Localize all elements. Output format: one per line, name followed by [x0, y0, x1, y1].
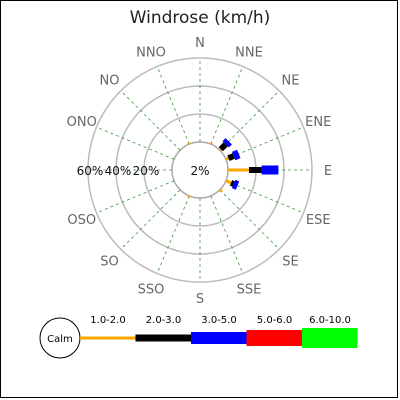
legend-label-3: 3.0-5.0 [201, 315, 236, 326]
petal-NNO-bin-1 [187, 142, 191, 145]
petal-NE-bin-2 [218, 142, 228, 152]
chart-title: Windrose (km/h) [130, 8, 271, 28]
direction-label-SSE: SSE [237, 282, 262, 297]
petal-ESE-bin-3 [231, 179, 240, 190]
legend-swatch-3 [191, 332, 247, 344]
petal-ESE-bin-2 [229, 180, 235, 187]
spoke-NE [219, 90, 280, 151]
direction-label-SE: SE [282, 255, 298, 270]
spoke-ONO [96, 126, 175, 160]
direction-label-NO: NO [100, 73, 120, 88]
direction-label-NNE: NNE [235, 46, 263, 61]
legend-calm-label: Calm [47, 334, 73, 345]
ring-label-3: 60% [77, 164, 104, 178]
ring-3 [87, 57, 313, 283]
petal-ENE-bin-2 [227, 153, 235, 161]
spoke-OSO [96, 180, 175, 214]
legend-swatch-5 [302, 328, 358, 348]
spoke-SSE [210, 195, 244, 274]
petal-E-bin-2 [249, 167, 262, 173]
legend-label-1: 1.0-2.0 [90, 315, 125, 326]
spoke-ESE [225, 180, 304, 214]
direction-label-ONO: ONO [67, 115, 97, 130]
direction-label-NNO: NNO [136, 46, 166, 61]
petal-SE-bin-1 [218, 188, 223, 193]
direction-label-OSO: OSO [67, 213, 96, 228]
legend-swatch-2 [135, 334, 191, 342]
spoke-SE [219, 189, 280, 250]
spoke-SO [120, 189, 181, 250]
calm-percent-label: 2% [190, 164, 209, 178]
spoke-NNE [210, 66, 244, 145]
petal-NE-bin-1 [218, 148, 222, 152]
legend-swatch-1 [80, 336, 136, 340]
petal-E-bin-3 [261, 165, 279, 175]
petal-E-bin-1 [228, 168, 249, 172]
spoke-SSO [156, 195, 190, 274]
spoke-ENE [225, 126, 304, 160]
ring-label-1: 20% [133, 164, 160, 178]
direction-label-NE: NE [282, 73, 300, 88]
direction-label-SSO: SSO [138, 282, 165, 297]
direction-label-E: E [324, 164, 332, 179]
spoke-NO [120, 90, 181, 151]
direction-label-ESE: ESE [306, 213, 331, 228]
direction-label-SO: SO [100, 255, 118, 270]
ring-label-2: 40% [105, 164, 132, 178]
direction-label-N: N [195, 36, 205, 51]
legend-label-5: 6.0-10.0 [309, 315, 351, 326]
petal-ENE-bin-3 [231, 149, 241, 161]
direction-label-ENE: ENE [305, 115, 331, 130]
petal-SSO-bin-1 [187, 195, 191, 198]
petal-NNE-bin-1 [209, 142, 213, 145]
spoke-NNO [156, 66, 190, 145]
petal-NE-bin-3 [222, 138, 232, 148]
petal-ENE-bin-1 [225, 156, 229, 161]
legend-label-2: 2.0-3.0 [146, 315, 181, 326]
legend-swatch-4 [246, 330, 302, 346]
petal-ESE-bin-1 [225, 179, 232, 185]
legend-label-4: 5.0-6.0 [257, 315, 292, 326]
direction-label-S: S [196, 292, 204, 307]
